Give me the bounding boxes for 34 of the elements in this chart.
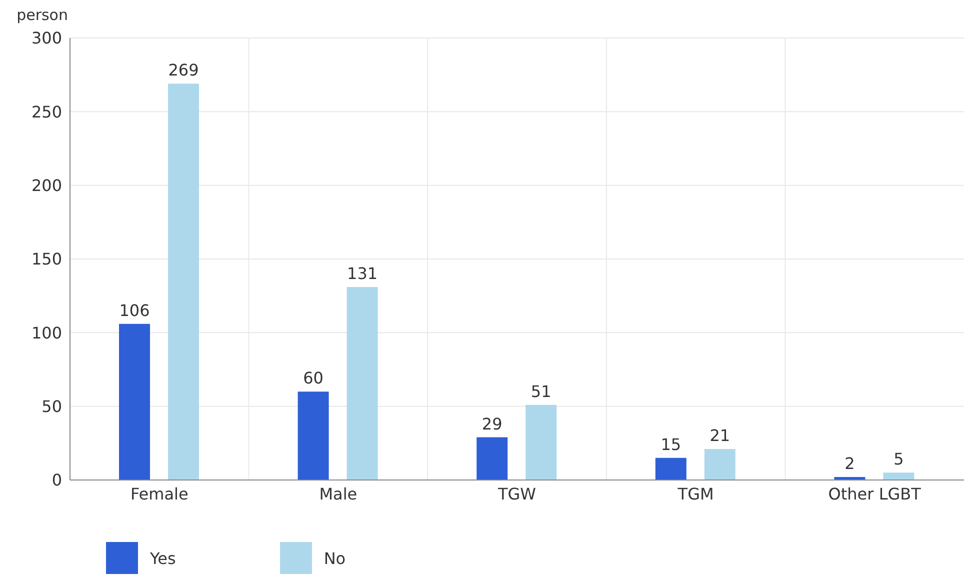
y-tick-label: 50 bbox=[42, 397, 62, 416]
legend-label: No bbox=[324, 548, 346, 568]
bar bbox=[655, 458, 686, 480]
y-tick-label: 150 bbox=[31, 250, 62, 269]
bar bbox=[526, 404, 557, 480]
bar bbox=[704, 449, 736, 480]
y-tick-label: 0 bbox=[52, 470, 62, 490]
y-tick-label: 300 bbox=[31, 28, 62, 48]
data-label: 2 bbox=[844, 454, 855, 474]
y-tick-label: 250 bbox=[31, 102, 62, 122]
data-label: 29 bbox=[482, 414, 502, 434]
data-label: 106 bbox=[119, 300, 150, 320]
data-label: 15 bbox=[660, 434, 682, 454]
bar bbox=[298, 392, 329, 480]
x-tick-label: Female bbox=[130, 484, 188, 504]
data-label: 5 bbox=[894, 450, 904, 469]
x-tick-label: Male bbox=[319, 484, 358, 504]
bar bbox=[476, 437, 508, 480]
bar bbox=[168, 84, 199, 480]
bar bbox=[119, 324, 150, 480]
y-tick-label: 100 bbox=[31, 323, 62, 342]
bar bbox=[346, 286, 378, 480]
y-axis-title: person bbox=[16, 6, 68, 24]
x-tick-label: TGM bbox=[676, 484, 714, 504]
data-label: 51 bbox=[530, 382, 552, 401]
bar bbox=[883, 472, 914, 480]
data-label: 269 bbox=[168, 60, 199, 80]
x-tick-label: Other LGBT bbox=[828, 484, 922, 504]
y-tick-label: 200 bbox=[31, 176, 62, 196]
x-tick-label: TGW bbox=[497, 484, 536, 504]
data-label: 60 bbox=[303, 368, 324, 388]
legend-label: Yes bbox=[150, 548, 176, 568]
data-label: 21 bbox=[710, 426, 730, 446]
data-label: 131 bbox=[347, 264, 378, 283]
